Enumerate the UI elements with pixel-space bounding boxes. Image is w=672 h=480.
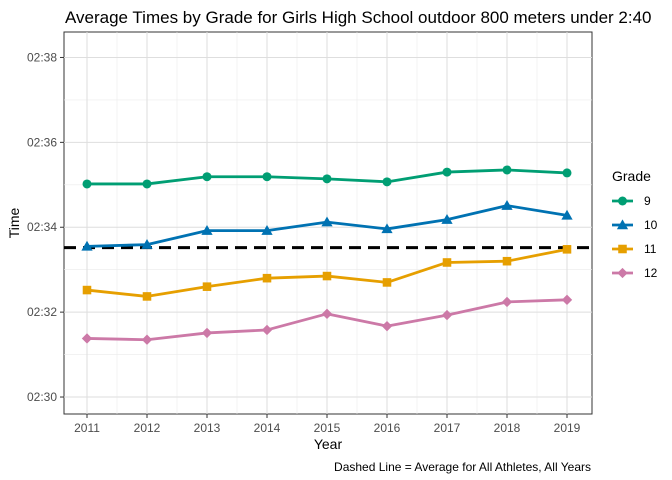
y-axis-title: Time [6,207,22,238]
series-group [81,165,573,345]
legend-key-marker [616,219,629,230]
x-tick-label: 2011 [74,421,100,435]
data-point-10-2015 [321,216,333,227]
data-point-9-2016 [382,177,392,187]
x-tick-label: 2016 [374,421,401,435]
x-axis-title: Year [314,436,343,452]
data-point-10-2018 [501,199,513,210]
legend-item-9: 9 [612,194,651,208]
data-point-9-2019 [562,168,572,178]
legend-label: 10 [644,218,658,232]
x-tick-label: 2015 [314,421,341,435]
data-point-11-2012 [142,292,152,301]
y-tick-label: 02:38 [27,50,57,64]
data-point-9-2017 [442,167,452,177]
x-tick-label: 2012 [134,421,161,435]
data-point-12-2018 [501,296,513,308]
x-tick-label: 2019 [554,421,581,435]
series-10 [81,199,573,251]
data-point-11-2016 [382,278,392,287]
data-point-9-2012 [142,179,152,189]
data-point-11-2015 [322,271,332,281]
y-axis: 02:30 02:32 02:34 02:36 02:38 [27,50,64,404]
legend-item-10: 10 [612,218,658,232]
legend-key-marker [618,196,627,206]
data-point-12-2014 [261,324,273,336]
data-point-10-2011 [81,240,93,251]
data-point-10-2019 [561,209,573,220]
legend-label: 11 [644,242,657,256]
y-tick-label: 02:32 [27,305,57,319]
chart-title: Average Times by Grade for Girls High Sc… [65,8,652,27]
data-point-12-2016 [381,320,393,332]
legend-key-marker [617,267,628,279]
series-12 [81,294,573,345]
data-point-12-2011 [81,333,93,344]
data-point-9-2011 [82,179,92,189]
data-point-10-2017 [441,213,453,224]
data-point-12-2017 [441,309,453,321]
data-point-9-2015 [322,174,332,184]
legend: Grade 9 10 11 12 [612,168,658,280]
data-point-11-2019 [562,245,572,254]
data-point-10-2012 [141,239,153,249]
data-point-9-2018 [502,165,512,175]
y-tick-label: 02:30 [27,390,57,404]
data-point-12-2013 [201,327,213,339]
data-point-12-2019 [561,294,573,305]
y-tick-label: 02:34 [27,220,57,234]
data-point-11-2011 [82,285,92,295]
y-tick-label: 02:36 [27,135,57,149]
x-tick-label: 2017 [434,421,461,435]
legend-key-marker [618,244,627,254]
series-11 [82,245,572,301]
legend-title: Grade [612,168,651,184]
data-point-11-2017 [442,258,452,267]
x-tick-label: 2013 [194,421,221,435]
data-point-11-2018 [502,256,512,266]
x-axis: 2011 2012 2013 2014 2015 2016 2017 2018 2019 [74,414,581,435]
data-point-11-2013 [202,282,212,291]
data-point-10-2013 [201,225,213,235]
data-point-10-2016 [381,223,393,234]
legend-label: 9 [644,194,651,208]
caption: Dashed Line = Average for All Athletes, … [334,460,591,474]
data-point-9-2013 [202,172,212,182]
legend-item-12: 12 [612,266,658,280]
series-9 [82,165,572,189]
data-point-12-2015 [321,308,333,320]
legend-label: 12 [644,266,658,280]
legend-item-11: 11 [612,242,657,256]
data-point-12-2012 [141,334,153,345]
x-tick-label: 2014 [254,421,281,435]
data-point-11-2014 [262,273,272,283]
data-point-9-2014 [262,172,272,182]
x-tick-label: 2018 [494,421,521,435]
data-point-10-2014 [261,225,273,235]
